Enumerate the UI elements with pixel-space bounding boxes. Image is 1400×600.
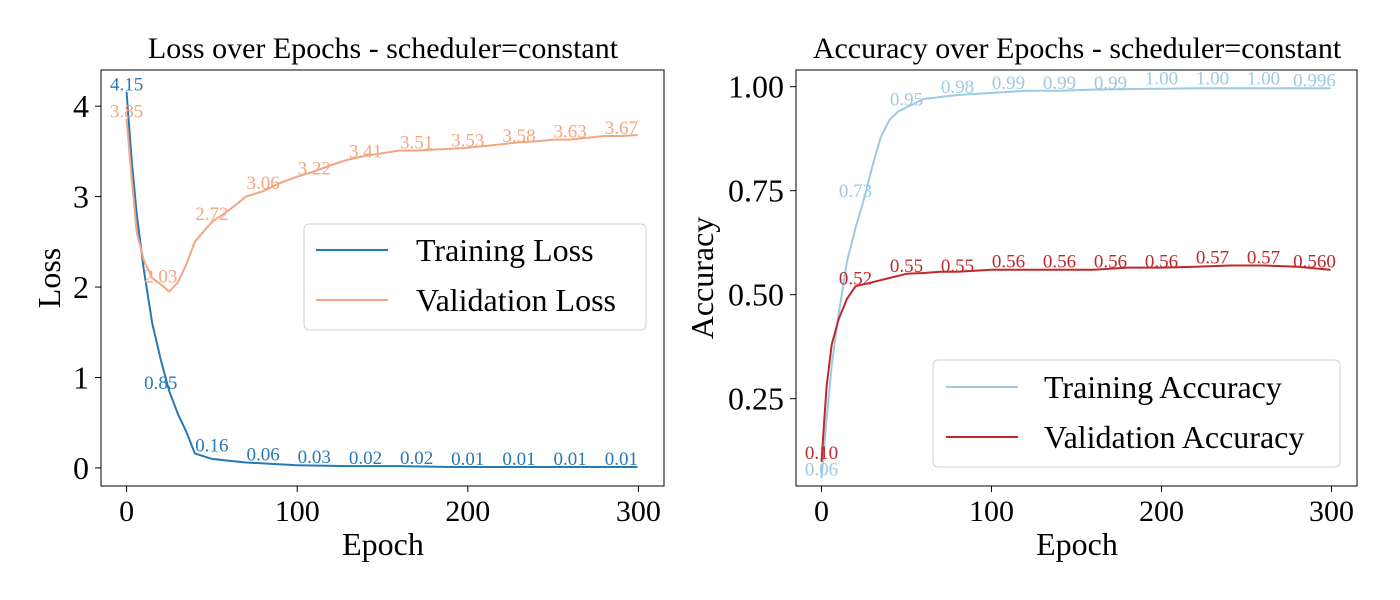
loss-data-label: 0.01 <box>554 449 587 470</box>
accuracy-x-tick-label: 200 <box>1139 495 1184 528</box>
accuracy-data-label: 0.95 <box>890 89 923 110</box>
accuracy-data-label: 0.55 <box>890 256 923 277</box>
accuracy-data-label: 0.57 <box>1196 248 1229 269</box>
loss-data-label: 3.85 <box>110 102 143 123</box>
accuracy-data-label: 1.00 <box>1196 69 1229 90</box>
loss-data-label: 0.02 <box>400 448 433 469</box>
loss-data-label: 3.51 <box>400 132 433 153</box>
loss-plot-area: 0 100 200 300 0 1 2 3 4 4.15 0.85 0.16 0.06 0.03 0.02 0… <box>73 69 665 528</box>
accuracy-legend-box <box>932 359 1341 468</box>
loss-data-label: 3.67 <box>605 118 638 139</box>
accuracy-data-label: 0.99 <box>1043 73 1076 94</box>
accuracy-series-line-validation <box>820 264 1331 462</box>
accuracy-axes-frame <box>795 69 1358 487</box>
loss-data-label: 3.63 <box>554 122 587 143</box>
loss-data-label: 0.06 <box>246 444 279 465</box>
loss-y-tick-label: 4 <box>73 88 89 124</box>
loss-y-tick-label: 0 <box>73 450 89 486</box>
loss-data-label: 0.01 <box>502 449 535 470</box>
loss-data-label: 2.72 <box>195 204 228 225</box>
accuracy-x-tick-label: 100 <box>969 495 1014 528</box>
accuracy-data-label: 0.55 <box>941 256 974 277</box>
loss-data-label: 2.03 <box>144 266 177 287</box>
loss-data-label: 3.06 <box>246 173 279 194</box>
loss-data-label: 3.41 <box>349 142 382 163</box>
accuracy-data-label: 0.99 <box>1094 73 1127 94</box>
accuracy-data-label: 0.56 <box>1145 252 1178 273</box>
accuracy-series-line-training <box>820 87 1331 479</box>
accuracy-y-tick-label: 0.50 <box>728 277 784 313</box>
accuracy-legend-label-validation: Validation Accuracy <box>1044 419 1304 455</box>
accuracy-data-label: 0.06 <box>805 460 838 481</box>
accuracy-legend-label-training: Training Accuracy <box>1044 369 1282 405</box>
loss-data-label: 0.85 <box>144 373 177 394</box>
accuracy-plot-area: 0 100 200 300 0.25 0.50 0.75 1.00 0.06 0.73 0.95 0.… <box>728 69 1358 528</box>
loss-y-tick-label: 2 <box>73 269 89 305</box>
accuracy-data-label: 0.99 <box>992 73 1025 94</box>
accuracy-chart: Accuracy over Epochs - scheduler=constan… <box>684 32 1358 562</box>
loss-series-line-validation <box>125 118 638 293</box>
accuracy-data-label: 0.56 <box>1043 252 1076 273</box>
accuracy-x-axis-label: Epoch <box>1036 526 1118 562</box>
accuracy-y-tick-label: 0.25 <box>728 381 784 417</box>
loss-y-axis-label: Loss <box>31 248 67 308</box>
loss-legend-box <box>303 223 647 331</box>
accuracy-data-label: 0.73 <box>839 181 872 202</box>
accuracy-legend: Training Accuracy Validation Accuracy <box>932 359 1341 468</box>
loss-data-label: 3.58 <box>502 126 535 147</box>
accuracy-data-label: 0.52 <box>839 268 872 289</box>
loss-data-label: 0.01 <box>605 449 638 470</box>
accuracy-chart-title: Accuracy over Epochs - scheduler=constan… <box>813 32 1342 65</box>
loss-data-label: 3.53 <box>451 131 484 152</box>
loss-x-axis-label: Epoch <box>342 526 424 562</box>
loss-legend: Training Loss Validation Loss <box>303 223 647 331</box>
accuracy-y-axis-label: Accuracy <box>684 217 720 340</box>
accuracy-data-label: 0.56 <box>992 252 1025 273</box>
loss-data-label: 0.02 <box>349 448 382 469</box>
accuracy-y-tick-label: 0.75 <box>728 173 784 209</box>
loss-data-label: 3.22 <box>298 159 331 180</box>
loss-data-label: 0.01 <box>451 449 484 470</box>
accuracy-x-tick-label: 0 <box>814 495 829 528</box>
accuracy-data-label: 0.996 <box>1293 70 1336 91</box>
accuracy-data-label: 0.10 <box>805 443 838 464</box>
loss-data-label: 0.16 <box>195 435 228 456</box>
loss-y-tick-label: 3 <box>73 179 89 215</box>
accuracy-x-tick-label: 300 <box>1309 495 1354 528</box>
loss-legend-label-training: Training Loss <box>416 232 594 268</box>
loss-y-tick-label: 1 <box>73 359 89 395</box>
loss-x-tick-label: 100 <box>275 495 320 528</box>
accuracy-data-label: 1.00 <box>1145 69 1178 90</box>
loss-series-line-training <box>125 91 638 468</box>
loss-chart: Loss over Epochs - scheduler=constant 0 1… <box>31 32 665 562</box>
loss-x-tick-label: 200 <box>445 495 490 528</box>
accuracy-data-label: 0.560 <box>1293 252 1336 273</box>
accuracy-data-label: 0.57 <box>1247 248 1280 269</box>
loss-x-tick-label: 300 <box>616 495 661 528</box>
accuracy-data-label: 0.56 <box>1094 252 1127 273</box>
accuracy-data-label: 0.98 <box>941 77 974 98</box>
loss-legend-label-validation: Validation Loss <box>416 282 616 318</box>
accuracy-y-tick-label: 1.00 <box>728 69 784 105</box>
loss-chart-title: Loss over Epochs - scheduler=constant <box>148 32 619 65</box>
loss-axes-frame <box>100 69 665 487</box>
loss-x-tick-label: 0 <box>119 495 134 528</box>
loss-data-label: 4.15 <box>110 75 143 96</box>
accuracy-data-label: 1.00 <box>1247 69 1280 90</box>
loss-data-label: 0.03 <box>298 447 331 468</box>
